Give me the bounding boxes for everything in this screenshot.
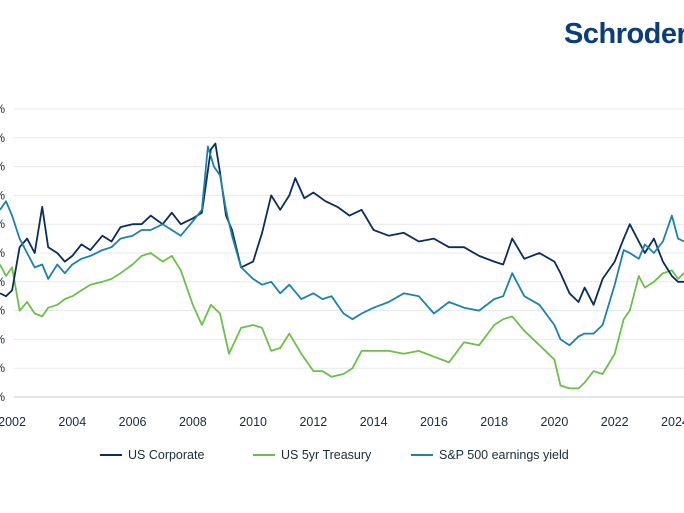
- y-tick-label: 4%: [0, 275, 5, 289]
- legend-swatch-us-corporate: [100, 454, 122, 456]
- x-tick-label: 2012: [299, 415, 327, 429]
- x-tick-label: 2022: [601, 415, 629, 429]
- series-line-s-p-500-earnings-yield: [0, 145, 684, 347]
- chart-legend: US Corporate US 5yr Treasury S&P 500 ear…: [0, 448, 684, 468]
- legend-swatch-us-5yr-treasury: [253, 454, 275, 456]
- y-tick-label: 6%: [0, 217, 5, 231]
- x-tick-label: 2020: [541, 415, 569, 429]
- legend-swatch-sp500-earnings-yield: [411, 454, 433, 456]
- y-tick-label: 7%: [0, 188, 5, 202]
- x-tick-label: 2024: [661, 415, 684, 429]
- x-tick-label: 2006: [119, 415, 147, 429]
- legend-item-us-5yr-treasury: US 5yr Treasury: [253, 448, 371, 462]
- x-tick-label: 2008: [179, 415, 207, 429]
- y-axis-ticks: 0% 1% 2% 3% 4% 5% 6% 7% 8% 9% 10%: [0, 102, 5, 404]
- y-tick-label: 3%: [0, 304, 5, 318]
- y-tick-label: 8%: [0, 160, 5, 174]
- x-tick-label: 2018: [480, 415, 508, 429]
- chart-series: [0, 142, 684, 390]
- legend-label-us-5yr-treasury: US 5yr Treasury: [281, 448, 372, 462]
- x-axis-ticks: 2002 2004 2006 2008 2010 2012 2014 2016 2018 2020…: [0, 415, 684, 429]
- y-tick-label: 0%: [0, 390, 5, 404]
- x-tick-label: 2014: [360, 415, 388, 429]
- x-tick-label: 2010: [239, 415, 267, 429]
- legend-label-us-corporate: US Corporate: [128, 448, 205, 462]
- brand-logo: Schroders: [564, 18, 684, 50]
- legend-label-sp500-earnings-yield: S&P 500 earnings yield: [439, 448, 569, 462]
- x-tick-label: 2002: [0, 415, 26, 429]
- y-tick-label: 10%: [0, 102, 5, 116]
- x-tick-label: 2016: [420, 415, 448, 429]
- x-tick-label: 2004: [58, 415, 86, 429]
- series-line-us-5yr-treasury: [0, 252, 684, 390]
- legend-item-us-corporate: US Corporate: [100, 448, 204, 462]
- legend-item-sp500-earnings-yield: S&P 500 earnings yield: [411, 448, 569, 462]
- grid-lines: [14, 108, 684, 398]
- series-line-us-corporate: [0, 142, 684, 306]
- y-tick-label: 9%: [0, 131, 5, 145]
- y-tick-label: 1%: [0, 361, 5, 375]
- y-tick-label: 5%: [0, 246, 5, 260]
- y-tick-label: 2%: [0, 332, 5, 346]
